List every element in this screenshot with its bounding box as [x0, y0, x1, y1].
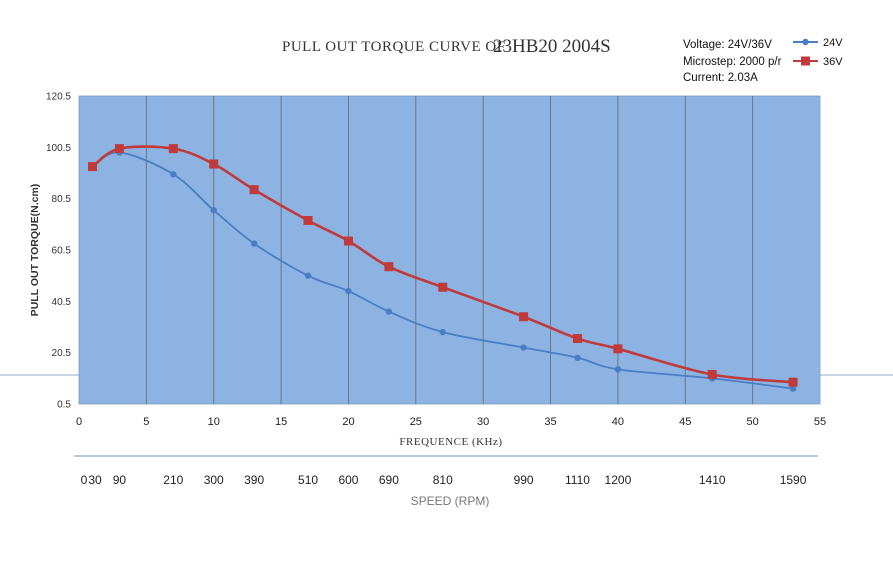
x-tick-25: 25 — [410, 416, 422, 428]
x-tick-35: 35 — [544, 416, 556, 428]
x-tick-15: 15 — [275, 416, 287, 428]
speed-tick-600: 600 — [338, 473, 358, 487]
y-tick-labels: 0.5 20.5 40.5 60.5 80.5 100.5 120.5 — [46, 92, 71, 411]
y-tick-80.5: 80.5 — [52, 194, 72, 205]
x-tick-0: 0 — [76, 416, 82, 428]
point-24V-23 — [385, 308, 393, 315]
point-36V-7 — [168, 144, 178, 154]
chart-title: PULL OUT TORQUE CURVE OF — [282, 39, 506, 55]
y-tick-120.5: 120.5 — [46, 92, 71, 103]
legend-24v-marker — [802, 38, 809, 46]
legend: 24V 36V — [793, 37, 843, 68]
microstep-info: Microstep: 2000 p/r — [683, 56, 782, 68]
y-tick-100.5: 100.5 — [46, 143, 71, 154]
point-24V-10 — [210, 207, 217, 214]
speed-tick-210: 210 — [163, 473, 183, 487]
speed-tick-labels: 0 30 90 210 300 390 510 600 690 810 990 1110 1200 141… — [81, 473, 807, 487]
point-36V-23 — [384, 262, 394, 272]
speed-tick-810: 810 — [433, 473, 453, 487]
speed-tick-90: 90 — [113, 473, 127, 487]
point-36V-53 — [788, 377, 798, 387]
legend-36v-marker — [801, 56, 810, 66]
point-36V-37 — [572, 334, 582, 344]
speed-tick-990: 990 — [514, 473, 534, 487]
speed-tick-1590: 1590 — [780, 473, 807, 487]
point-24V-13 — [250, 240, 258, 247]
point-36V-13 — [249, 185, 259, 195]
point-36V-3 — [114, 144, 124, 154]
speed-tick-30: 30 — [88, 473, 102, 487]
point-36V-33 — [519, 312, 529, 322]
speed-tick-690: 690 — [379, 473, 399, 487]
point-36V-10 — [209, 159, 219, 169]
legend-24v-label: 24V — [823, 37, 843, 49]
voltage-info: Voltage: 24V/36V — [683, 39, 772, 51]
point-36V-17 — [303, 215, 313, 225]
point-36V-40 — [613, 344, 623, 354]
x-tick-50: 50 — [747, 416, 759, 428]
point-36V-1 — [87, 162, 97, 172]
point-24V-40 — [614, 366, 622, 373]
speed-tick-390: 390 — [244, 473, 264, 487]
point-24V-17 — [304, 272, 312, 279]
speed-tick-1410: 1410 — [699, 473, 726, 487]
plot-area — [78, 95, 821, 405]
x-tick-40: 40 — [612, 416, 624, 428]
point-36V-47 — [707, 369, 717, 379]
speed-tick-510: 510 — [298, 473, 318, 487]
speed-tick-300: 300 — [204, 473, 224, 487]
speed-tick-1200: 1200 — [605, 473, 632, 487]
current-info: Current: 2.03A — [683, 72, 758, 84]
y-tick-40.5: 40.5 — [52, 297, 72, 308]
y-tick-0.5: 0.5 — [57, 400, 71, 411]
series-markers — [87, 144, 798, 392]
y-tick-60.5: 60.5 — [52, 246, 72, 257]
chart-model: 23HB20 2004S — [493, 36, 611, 57]
x-tick-30: 30 — [477, 416, 489, 428]
point-24V-37 — [574, 354, 581, 361]
legend-36v-label: 36V — [823, 56, 843, 68]
x-tick-labels: 0 5 10 15 20 25 30 35 40 45 50 55 — [76, 416, 826, 428]
point-24V-7 — [170, 171, 177, 178]
point-24V-33 — [520, 344, 527, 351]
speed-tick-1110: 1110 — [565, 473, 590, 487]
point-24V-20 — [345, 287, 352, 295]
point-36V-20 — [343, 236, 353, 246]
point-24V-53 — [789, 385, 797, 392]
x-tick-45: 45 — [679, 416, 691, 428]
x-tick-10: 10 — [208, 416, 220, 428]
x-axis-label: FREQUENCE (KHz) — [399, 436, 502, 448]
point-36V-27 — [438, 282, 448, 292]
x-tick-5: 5 — [143, 416, 149, 428]
y-axis-label: PULL OUT TORQUE(N.cm) — [29, 184, 41, 317]
x-tick-55: 55 — [814, 416, 826, 428]
x-tick-20: 20 — [342, 416, 354, 428]
y-tick-20.5: 20.5 — [52, 348, 72, 359]
speed-tick-0: 0 — [81, 473, 88, 487]
point-24V-27 — [439, 328, 446, 336]
speed-axis-label: SPEED (RPM) — [411, 494, 490, 508]
